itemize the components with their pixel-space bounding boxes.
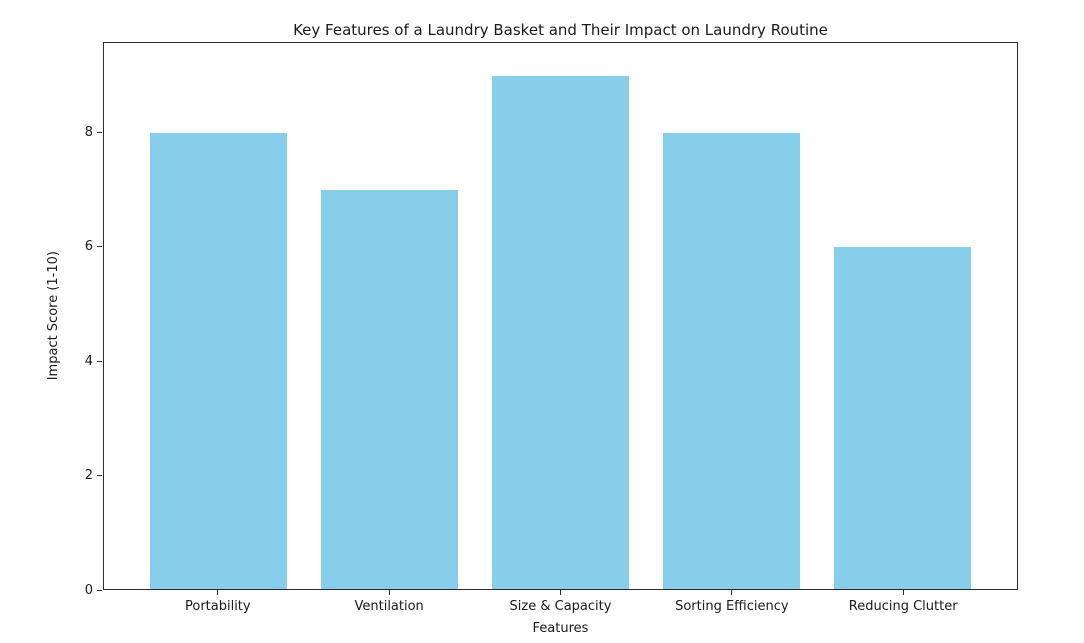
y-tick-mark	[97, 131, 102, 133]
x-tick-label: Sorting Efficiency	[675, 599, 789, 614]
y-axis-label-wrap: Impact Score (1-10)	[46, 42, 61, 590]
bar-ventilation	[321, 190, 458, 589]
x-tick-label: Portability	[184, 599, 251, 614]
x-tick-label: Size & Capacity	[509, 599, 612, 614]
y-tick-mark	[97, 589, 102, 591]
x-tick-label: Reducing Clutter	[848, 599, 958, 614]
bar-sorting-efficiency	[663, 133, 800, 589]
y-tick-label: 8	[84, 124, 93, 140]
x-tick-mark	[731, 590, 733, 595]
y-tick-mark	[97, 475, 102, 477]
y-tick-mark	[97, 246, 102, 248]
x-tick-label: Ventilation	[354, 599, 424, 614]
bar-size-capacity	[492, 76, 629, 589]
x-tick-mark	[560, 590, 561, 595]
y-tick-label: 4	[84, 353, 93, 369]
y-tick-mark	[97, 360, 102, 362]
bar-portability	[150, 133, 287, 589]
plot-area	[103, 42, 1018, 590]
bar-reducing-clutter	[834, 247, 971, 589]
chart-title: Key Features of a Laundry Basket and The…	[293, 21, 828, 39]
y-tick-label: 6	[84, 239, 93, 255]
y-tick-label: 0	[84, 582, 93, 598]
x-tick-mark	[902, 590, 904, 595]
y-axis-label: Impact Score (1-10)	[46, 251, 61, 381]
x-axis-label: Features	[532, 621, 589, 636]
y-tick-label: 2	[84, 468, 93, 484]
x-tick-mark	[388, 590, 390, 595]
x-tick-mark	[217, 590, 219, 595]
